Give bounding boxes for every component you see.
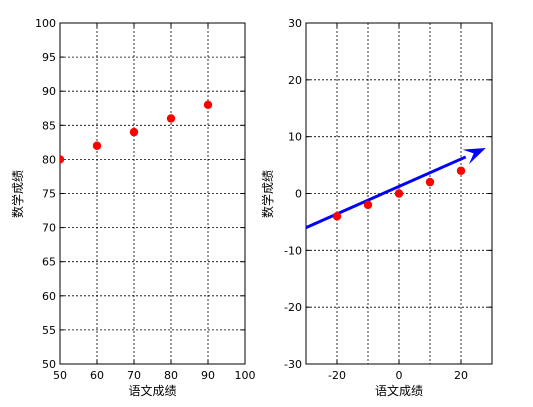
y-tick-label: 70 xyxy=(42,222,56,235)
y-tick-label: 80 xyxy=(42,153,56,166)
y-tick-label: 50 xyxy=(42,358,56,371)
y-tick-label: 55 xyxy=(42,324,56,337)
x-tick-label: 100 xyxy=(235,369,256,382)
direction-arrow-shaft xyxy=(306,155,467,229)
x-tick-label: 60 xyxy=(90,369,104,382)
data-point xyxy=(363,200,373,210)
data-point xyxy=(203,100,213,110)
x-tick-label: 80 xyxy=(164,369,178,382)
y-tick-label: 85 xyxy=(42,119,56,132)
data-point xyxy=(60,155,65,164)
y-tick-label: -10 xyxy=(284,244,302,257)
data-layer xyxy=(60,100,213,164)
y-tick-label: 10 xyxy=(288,131,302,144)
x-tick-label: 70 xyxy=(127,369,141,382)
x-tick-label: 0 xyxy=(396,369,403,382)
data-point xyxy=(456,166,466,175)
x-axis-label: 语文成绩 xyxy=(375,383,423,398)
y-axis-label: 数学成绩 xyxy=(260,170,275,218)
y-tick-label: 30 xyxy=(288,17,302,30)
left-scatter-plot: 50 60 70 80 90 100 50 55 60 65 70 75 80 85 90 95 100 语文成绩… xyxy=(10,17,256,398)
y-axis-label: 数学成绩 xyxy=(10,170,25,218)
y-tick-label: 65 xyxy=(42,256,56,269)
data-point xyxy=(425,177,435,187)
y-tick-label: 20 xyxy=(288,74,302,87)
y-tick-label: 0 xyxy=(295,188,302,201)
x-tick-label: 50 xyxy=(53,369,67,382)
x-tick-label: 20 xyxy=(454,369,468,382)
right-scatter-plot: -20 0 20 -30 -20 -10 0 10 20 30 语文成绩 数学成绩 xyxy=(260,17,493,398)
y-tick-label: 75 xyxy=(42,188,56,201)
y-tick-label: -30 xyxy=(284,358,302,371)
y-tick-label: -20 xyxy=(284,301,302,314)
data-point xyxy=(166,114,176,123)
data-layer xyxy=(306,155,467,229)
data-point xyxy=(394,189,404,198)
y-tick-label: 100 xyxy=(35,17,56,30)
data-point xyxy=(92,141,102,150)
y-tick-label: 90 xyxy=(42,85,56,98)
data-point xyxy=(332,212,342,221)
x-axis-label: 语文成绩 xyxy=(128,383,176,398)
y-tick-label: 60 xyxy=(42,290,56,303)
data-point xyxy=(129,127,139,137)
direction-arrow-head xyxy=(462,148,486,165)
y-tick-label: 95 xyxy=(42,51,56,64)
x-tick-label: 90 xyxy=(201,369,215,382)
x-tick-label: -20 xyxy=(328,369,346,382)
